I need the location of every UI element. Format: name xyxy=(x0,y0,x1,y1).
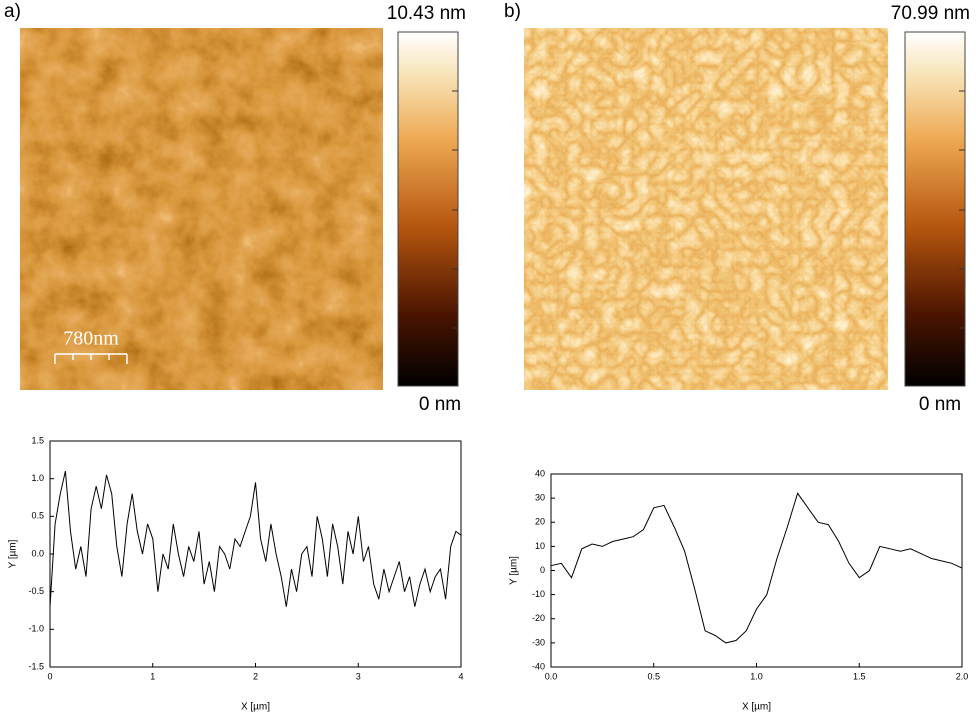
afm-image xyxy=(524,28,888,390)
colorbar-min: 0 nm xyxy=(419,394,461,415)
colorbar-ticks xyxy=(452,90,458,329)
y-tick-label: 10 xyxy=(535,541,545,551)
y-tick-label: -0.5 xyxy=(28,586,44,596)
y-tick-label: 0 xyxy=(540,565,545,575)
colorbar-min: 0 nm xyxy=(919,394,961,415)
x-axis-label: X [µm] xyxy=(742,702,771,713)
y-tick-label: 1.0 xyxy=(31,473,44,483)
x-tick-label: 4 xyxy=(458,671,463,681)
y-tick-label: 0.5 xyxy=(31,511,44,521)
y-tick-label: 30 xyxy=(535,493,545,503)
colorbar-max: 10.43 nm xyxy=(387,3,466,24)
y-tick-label: -1.5 xyxy=(28,661,44,671)
scale-bar xyxy=(54,353,128,364)
y-tick-label: 0.0 xyxy=(31,548,44,558)
x-tick-label: 1.0 xyxy=(750,671,763,681)
profile-line xyxy=(49,470,462,607)
colorbar xyxy=(904,31,966,387)
y-tick-label: -1.0 xyxy=(28,624,44,634)
plot-frame xyxy=(550,473,963,668)
scale-bar-label: 780nm xyxy=(63,328,119,350)
x-tick-label: 1.5 xyxy=(853,671,866,681)
panel-label: a) xyxy=(4,1,21,22)
y-tick-label: -40 xyxy=(532,661,545,671)
colorbar-ticks xyxy=(959,90,965,329)
plot-frame xyxy=(49,440,462,668)
y-tick-label: -10 xyxy=(532,589,545,599)
colorbar xyxy=(397,31,459,387)
x-tick-label: 1 xyxy=(150,671,155,681)
y-tick-label: 20 xyxy=(535,517,545,527)
x-tick-label: 0.0 xyxy=(545,671,558,681)
x-tick-label: 0 xyxy=(47,671,52,681)
y-axis-label: Y [µm] xyxy=(8,539,19,568)
y-tick-label: 1.5 xyxy=(31,435,44,445)
x-tick-label: 2.0 xyxy=(956,671,969,681)
afm-image xyxy=(20,28,383,390)
y-axis-label: Y [µm] xyxy=(509,556,520,585)
x-tick-label: 3 xyxy=(356,671,361,681)
y-tick-label: -30 xyxy=(532,637,545,647)
x-tick-label: 2 xyxy=(253,671,258,681)
colorbar-max: 70.99 nm xyxy=(891,3,970,24)
x-axis-label: X [µm] xyxy=(241,702,270,713)
x-tick-label: 0.5 xyxy=(647,671,660,681)
y-tick-label: 40 xyxy=(535,468,545,478)
profile-line xyxy=(550,492,963,644)
y-tick-label: -20 xyxy=(532,613,545,623)
panel-label: b) xyxy=(504,1,521,22)
